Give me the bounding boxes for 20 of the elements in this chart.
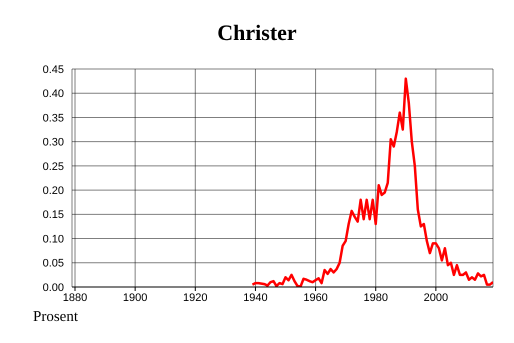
y-axis-title: Prosent xyxy=(33,309,78,326)
y-tick-label: 0.15 xyxy=(42,209,64,222)
y-tick-label: 0.10 xyxy=(42,233,64,246)
x-tick-label: 1900 xyxy=(122,292,148,304)
y-tick-label: 0.35 xyxy=(42,112,64,124)
x-tick-label: 1980 xyxy=(363,292,388,304)
x-tick-label: 1940 xyxy=(243,292,268,304)
y-tick-label: 0.00 xyxy=(42,282,64,294)
line-series xyxy=(251,77,493,287)
y-tick-label: 0.30 xyxy=(42,136,64,149)
y-tick-label: 0.45 xyxy=(42,64,64,76)
y-tick-label: 0.25 xyxy=(42,160,64,173)
y-tick-label: 0.05 xyxy=(42,258,64,270)
x-tick-label: 1880 xyxy=(62,292,88,304)
chart-title: Christer xyxy=(216,20,298,46)
x-tick-label: 1920 xyxy=(183,292,208,304)
x-tick-label: 2000 xyxy=(424,292,448,304)
y-tick-label: 0.40 xyxy=(42,88,64,100)
y-tick-label: 0.20 xyxy=(42,185,64,198)
x-tick-label: 1960 xyxy=(303,292,328,304)
